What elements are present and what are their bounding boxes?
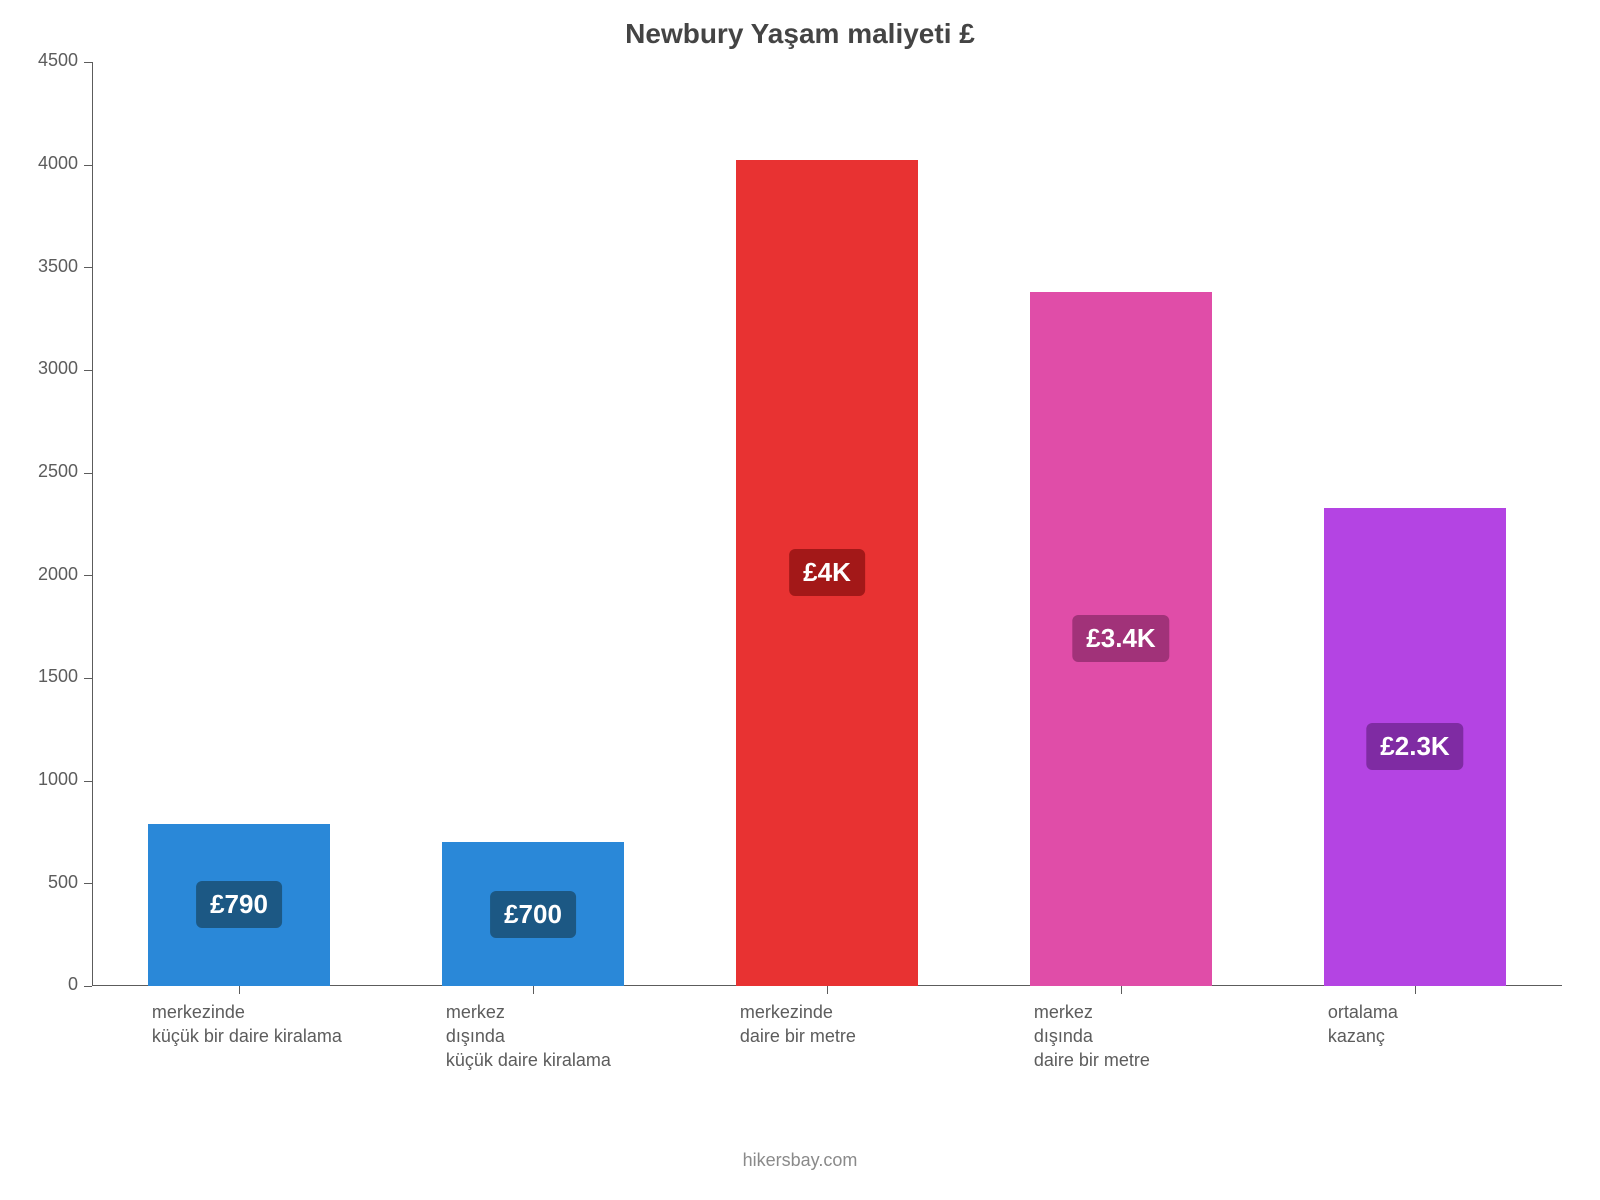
y-tick-mark — [84, 986, 92, 987]
y-tick-label: 500 — [48, 872, 78, 893]
x-tick-label-line: ortalama — [1328, 1000, 1600, 1024]
x-tick-mark — [1415, 986, 1416, 994]
y-tick-label: 1000 — [38, 769, 78, 790]
y-tick-label: 3000 — [38, 358, 78, 379]
x-tick-label-line: dışında — [1034, 1024, 1328, 1048]
x-tick-label: merkezindedaire bir metre — [740, 1000, 1034, 1048]
x-tick-label-line: kazanç — [1328, 1024, 1600, 1048]
y-tick-mark — [84, 781, 92, 782]
x-tick-label-line: küçük daire kiralama — [446, 1048, 740, 1072]
x-tick-label: merkezindeküçük bir daire kiralama — [152, 1000, 446, 1048]
x-tick-label-line: daire bir metre — [1034, 1048, 1328, 1072]
y-tick-mark — [84, 883, 92, 884]
y-tick-mark — [84, 575, 92, 576]
x-tick-mark — [239, 986, 240, 994]
y-tick-mark — [84, 62, 92, 63]
x-tick-label-line: merkezinde — [152, 1000, 446, 1024]
x-tick-label: ortalamakazanç — [1328, 1000, 1600, 1048]
y-tick-label: 3500 — [38, 256, 78, 277]
x-tick-mark — [827, 986, 828, 994]
x-tick-label-line: merkez — [1034, 1000, 1328, 1024]
x-tick-label-line: merkez — [446, 1000, 740, 1024]
x-tick-mark — [1121, 986, 1122, 994]
y-tick-mark — [84, 267, 92, 268]
y-tick-mark — [84, 165, 92, 166]
plot-area: £790 £700 £4K £3.4K £2.3K — [92, 62, 1562, 986]
bar-value-label: £700 — [490, 891, 576, 938]
y-tick-label: 2000 — [38, 564, 78, 585]
y-tick-label: 1500 — [38, 666, 78, 687]
bar-value-label: £4K — [789, 549, 865, 596]
x-tick-label-line: daire bir metre — [740, 1024, 1034, 1048]
x-tick-label: merkezdışındaküçük daire kiralama — [446, 1000, 740, 1072]
x-tick-mark — [533, 986, 534, 994]
y-tick-mark — [84, 473, 92, 474]
y-tick-label: 4000 — [38, 153, 78, 174]
x-tick-label-line: merkezinde — [740, 1000, 1034, 1024]
y-tick-label: 0 — [68, 974, 78, 995]
y-tick-label: 4500 — [38, 50, 78, 71]
y-axis — [92, 62, 93, 986]
y-tick-mark — [84, 370, 92, 371]
chart-title: Newbury Yaşam maliyeti £ — [0, 18, 1600, 50]
x-tick-label: merkezdışındadaire bir metre — [1034, 1000, 1328, 1072]
x-tick-label-line: dışında — [446, 1024, 740, 1048]
source-label: hikersbay.com — [0, 1150, 1600, 1171]
bar-value-label: £2.3K — [1366, 723, 1463, 770]
y-tick-mark — [84, 678, 92, 679]
bar-value-label: £790 — [196, 881, 282, 928]
y-tick-label: 2500 — [38, 461, 78, 482]
x-tick-label-line: küçük bir daire kiralama — [152, 1024, 446, 1048]
bar-value-label: £3.4K — [1072, 615, 1169, 662]
